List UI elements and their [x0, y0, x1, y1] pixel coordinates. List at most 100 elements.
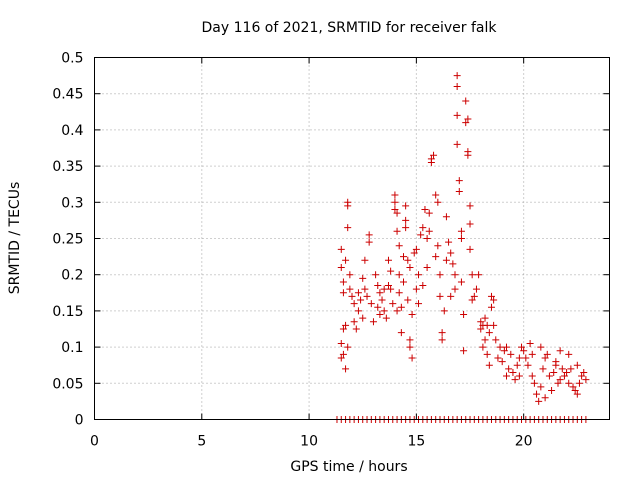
data-point: [492, 336, 500, 344]
data-point: [359, 314, 367, 322]
data-point: [339, 289, 347, 297]
data-point: [406, 263, 414, 271]
y-tick-label: 0.3: [61, 195, 83, 211]
data-point: [442, 213, 450, 221]
data-point: [408, 311, 416, 319]
data-point: [342, 365, 350, 373]
data-point: [415, 271, 423, 279]
data-point: [412, 245, 420, 253]
data-point: [513, 361, 521, 369]
data-point: [365, 238, 373, 246]
data-point: [518, 343, 526, 351]
y-tick-label: 0.4: [61, 123, 83, 139]
data-point: [520, 347, 528, 355]
data-point: [575, 379, 583, 387]
data-point: [548, 387, 556, 395]
data-point: [393, 209, 401, 217]
y-tick-label: 0.05: [52, 376, 83, 392]
data-point: [505, 365, 513, 373]
data-point: [408, 354, 416, 362]
data-point: [350, 318, 358, 326]
data-point: [481, 314, 489, 322]
data-point: [391, 191, 399, 199]
data-point: [571, 387, 579, 395]
data-point: [479, 343, 487, 351]
data-point: [567, 365, 575, 373]
data-point: [412, 285, 420, 293]
y-tick-label: 0.2: [61, 268, 83, 284]
x-tick-label: 20: [515, 434, 533, 450]
data-point: [485, 361, 493, 369]
data-point: [365, 231, 373, 239]
data-point: [477, 325, 485, 333]
data-point: [466, 202, 474, 210]
data-point: [434, 242, 442, 250]
data-point: [500, 347, 508, 355]
data-point: [539, 365, 547, 373]
chart-title: Day 116 of 2021, SRMTID for receiver fal…: [202, 20, 498, 36]
data-point: [438, 329, 446, 337]
data-point: [496, 343, 504, 351]
data-point: [464, 151, 472, 159]
y-tick-label: 0.45: [52, 87, 83, 103]
data-point: [526, 339, 534, 347]
data-point: [419, 224, 427, 232]
data-point: [475, 271, 483, 279]
data-points: [333, 72, 590, 423]
data-point: [552, 358, 560, 366]
data-point: [337, 354, 345, 362]
data-point: [415, 300, 423, 308]
data-point: [404, 296, 412, 304]
data-point: [543, 350, 551, 358]
y-tick-label: 0.1: [61, 340, 83, 356]
data-point: [402, 216, 410, 224]
data-point: [400, 253, 407, 261]
data-point: [339, 278, 347, 286]
data-point: [346, 285, 354, 293]
data-point: [453, 72, 461, 80]
data-point: [545, 372, 553, 380]
data-point: [402, 224, 410, 232]
data-point: [442, 256, 450, 264]
data-point: [468, 296, 476, 304]
data-point: [447, 292, 455, 300]
data-point: [432, 191, 440, 199]
data-point: [359, 274, 367, 282]
data-point: [348, 292, 356, 300]
data-point: [556, 347, 564, 355]
data-point: [550, 368, 558, 376]
data-point: [537, 343, 545, 351]
data-point: [354, 307, 362, 315]
data-point: [515, 354, 523, 362]
data-point: [460, 311, 468, 319]
data-point: [380, 285, 388, 293]
data-point: [507, 350, 515, 358]
data-point: [361, 256, 369, 264]
data-point: [453, 140, 461, 148]
data-point: [466, 245, 474, 253]
data-point: [537, 383, 545, 391]
x-tick-label: 10: [300, 434, 318, 450]
data-point: [578, 372, 586, 380]
y-tick-label: 0.25: [52, 232, 83, 248]
data-point: [455, 187, 463, 195]
data-point: [393, 307, 401, 315]
y-tick-label: 0: [75, 413, 84, 429]
data-point: [462, 119, 470, 127]
x-axis-tick-labels: 0 5 10 15 20: [90, 434, 533, 450]
data-point: [397, 329, 405, 337]
data-point: [556, 376, 564, 384]
data-point: [515, 372, 523, 380]
data-point: [402, 202, 410, 210]
data-point: [460, 347, 468, 355]
data-point: [558, 365, 566, 373]
data-point: [494, 354, 502, 362]
data-point: [468, 271, 476, 279]
y-tick-label: 0.35: [52, 159, 83, 175]
data-point: [344, 202, 352, 210]
data-point: [427, 158, 435, 166]
data-point: [498, 358, 506, 366]
data-point: [339, 350, 347, 358]
data-point: [419, 282, 427, 290]
data-point: [430, 151, 438, 159]
